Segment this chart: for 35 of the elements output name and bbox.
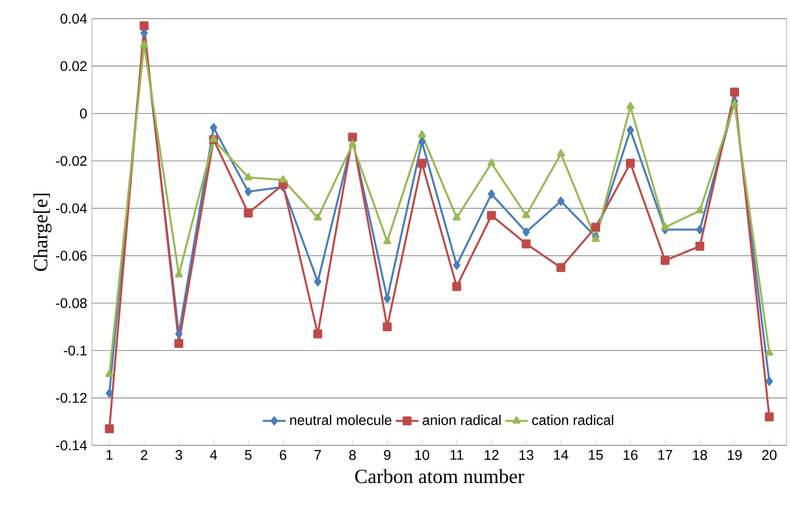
x-tick-label: 20 — [762, 450, 777, 460]
y-tick-label: -0.04 — [56, 203, 87, 214]
y-tick-label: -0.12 — [56, 392, 87, 403]
x-tick-label: 11 — [450, 450, 464, 460]
x-tick-label: 9 — [384, 450, 390, 460]
x-tick-label: 17 — [658, 450, 672, 460]
legend-label: neutral molecule — [290, 414, 392, 426]
y-tick-label: -0.1 — [64, 346, 87, 356]
x-tick-label: 3 — [175, 450, 182, 460]
y-tick-label: 0.02 — [60, 61, 87, 72]
legend-label: anion radical — [422, 414, 501, 426]
x-tick-label: 6 — [280, 450, 286, 460]
x-tick-label: 1 — [106, 450, 113, 460]
y-tick-label: -0.06 — [56, 250, 87, 261]
x-tick-label: 14 — [554, 450, 568, 460]
y-tick-label: 0 — [80, 108, 87, 118]
y-tick-label: -0.14 — [56, 440, 87, 450]
x-tick-label: 16 — [624, 450, 638, 460]
x-tick-label: 8 — [349, 450, 356, 460]
y-tick-label: 0.04 — [60, 14, 87, 24]
x-tick-label: 12 — [484, 450, 498, 460]
x-tick-label: 19 — [728, 450, 742, 460]
x-tick-label: 7 — [314, 450, 321, 460]
y-axis-title: Charge[e] — [33, 194, 52, 271]
y-tick-label: -0.08 — [56, 298, 87, 308]
x-tick-label: 15 — [588, 450, 603, 460]
x-tick-label: 18 — [693, 450, 708, 460]
y-tick-label: -0.02 — [56, 156, 87, 166]
legend-label: cation radical — [532, 414, 614, 426]
x-tick-label: 5 — [244, 450, 252, 460]
x-tick-label: 4 — [210, 450, 218, 460]
x-tick-label: 10 — [415, 450, 430, 460]
x-axis-title: Carbon atom number — [355, 469, 524, 484]
x-tick-label: 13 — [519, 450, 534, 460]
x-tick-label: 2 — [140, 450, 148, 460]
